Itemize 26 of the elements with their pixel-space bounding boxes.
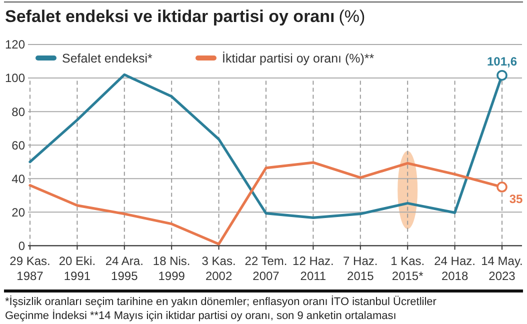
x-tick-label: 29 Kas. 1987	[10, 254, 50, 283]
x-tick-label: 1 Kas. 2015*	[390, 254, 425, 283]
y-tick-label: 0	[18, 238, 26, 253]
chart-subtitle: (%)	[338, 7, 366, 26]
chart-title: Sefalet endeksi ve iktidar partisi oy oranı	[5, 7, 335, 26]
x-tick-label: 18 Nis. 1999	[152, 254, 190, 283]
y-tick-label: 20	[12, 205, 26, 220]
x-tick-label: 24 Haz. 2018	[434, 254, 476, 283]
x-tick-label: 3 Kas. 2002	[202, 254, 236, 283]
y-tick-label: 80	[12, 104, 26, 119]
y-tick-label: 60	[12, 138, 26, 152]
legend-label: İktidar partisi oy oranı (%)**	[222, 51, 374, 66]
text: Geçinme İndeksi **14 Mayıs için iktidar partisi oy oranı, son 9 anketin ortalaması	[5, 309, 396, 322]
x-tick-label: 20 Eki. 1991	[58, 254, 96, 283]
x-tick-label: 14 May. 2023	[481, 254, 523, 283]
x-tick-label: 7 Haz. 2015	[343, 254, 378, 283]
text: *İşsizlik oranları seçim tarihine en yakın dönemler; enflasyon oranı İTO istanbul Ücretliler	[5, 295, 437, 308]
legend-label: Sefalet endeksi*	[62, 51, 152, 66]
x-tick-label: 24 Ara. 1995	[105, 254, 144, 283]
y-tick-label: 120	[4, 38, 26, 52]
x-tick-label: 12 Haz. 2011	[292, 254, 334, 283]
x-tick-label: 22 Tem. 2007	[244, 254, 288, 283]
y-tick-label: 100	[4, 71, 26, 86]
y-tick-label: 40	[12, 172, 26, 186]
data-label: 35	[509, 192, 523, 206]
data-label: 101,6	[486, 54, 518, 68]
